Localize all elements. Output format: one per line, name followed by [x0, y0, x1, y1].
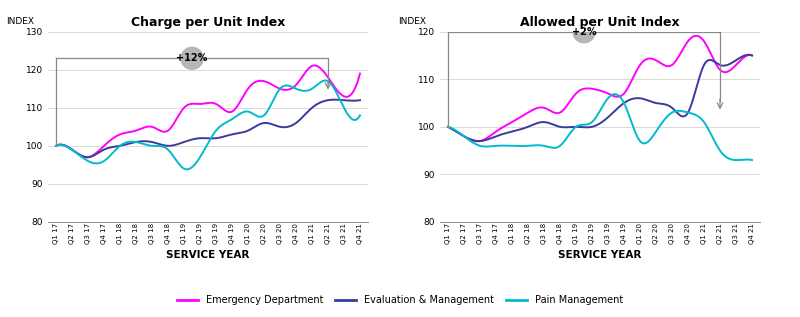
Text: INDEX: INDEX [6, 17, 34, 26]
Text: +2%: +2% [572, 27, 596, 37]
Title: Charge per Unit Index: Charge per Unit Index [131, 16, 285, 29]
Ellipse shape [573, 21, 595, 43]
Title: Allowed per Unit Index: Allowed per Unit Index [520, 16, 680, 29]
Text: INDEX: INDEX [398, 17, 426, 26]
Text: +12%: +12% [176, 53, 208, 63]
Ellipse shape [181, 47, 203, 69]
X-axis label: SERVICE YEAR: SERVICE YEAR [166, 250, 250, 260]
Legend: Emergency Department, Evaluation & Management, Pain Management: Emergency Department, Evaluation & Manag… [173, 291, 627, 309]
X-axis label: SERVICE YEAR: SERVICE YEAR [558, 250, 642, 260]
